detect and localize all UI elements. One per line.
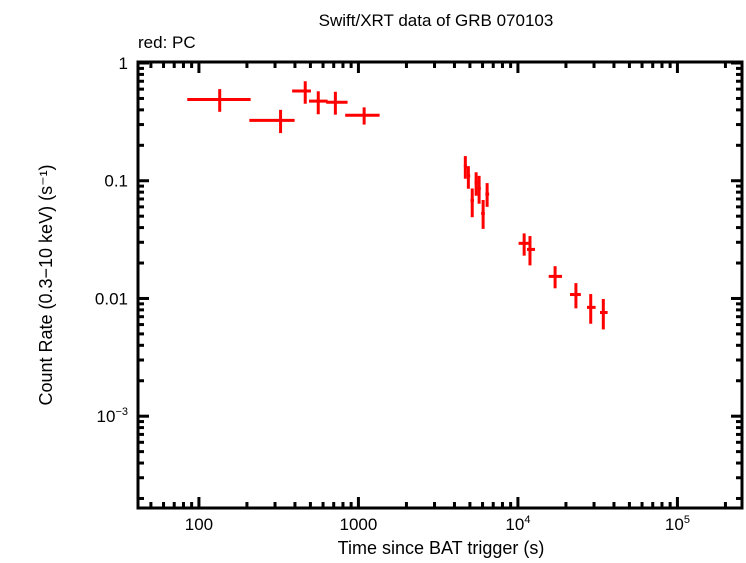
- x-tick-label: 105: [665, 514, 690, 534]
- data-point: [292, 81, 311, 104]
- x-tick-label: 1000: [340, 515, 378, 534]
- data-point: [569, 283, 581, 309]
- data-point: [326, 91, 348, 115]
- data-point: [470, 188, 474, 218]
- x-tick-label: 100: [185, 515, 213, 534]
- x-axis-label: Time since BAT trigger (s): [338, 538, 545, 558]
- data-point: [187, 89, 251, 112]
- data-point: [309, 91, 328, 115]
- data-point: [518, 233, 530, 256]
- y-tick-label: 0.1: [104, 172, 128, 191]
- data-points: [187, 81, 608, 330]
- y-tick-label: 1: [119, 54, 128, 73]
- chart-subtitle: red: PC: [138, 33, 196, 52]
- y-axis-label: Count Rate (0.3−10 keV) (s⁻¹): [36, 164, 56, 405]
- chart-title: Swift/XRT data of GRB 070103: [319, 11, 554, 30]
- data-point: [527, 236, 536, 266]
- data-point: [249, 109, 295, 134]
- x-tick-label: 104: [505, 514, 530, 534]
- data-point: [463, 156, 467, 179]
- data-point: [477, 175, 481, 204]
- data-point: [548, 266, 563, 289]
- data-point: [345, 107, 380, 125]
- data-point: [599, 298, 608, 330]
- tick-labels: 100 1000 104 105 1 0.1 0.01 10−3: [95, 54, 690, 534]
- y-tick-label: 10−3: [97, 406, 128, 426]
- data-point: [485, 183, 490, 207]
- data-point: [474, 172, 478, 196]
- data-point: [466, 166, 471, 189]
- plot-frame: [136, 60, 744, 510]
- data-point: [481, 200, 485, 229]
- data-point: [586, 294, 596, 324]
- axis-ticks: [138, 61, 742, 508]
- y-tick-label: 0.01: [95, 289, 128, 308]
